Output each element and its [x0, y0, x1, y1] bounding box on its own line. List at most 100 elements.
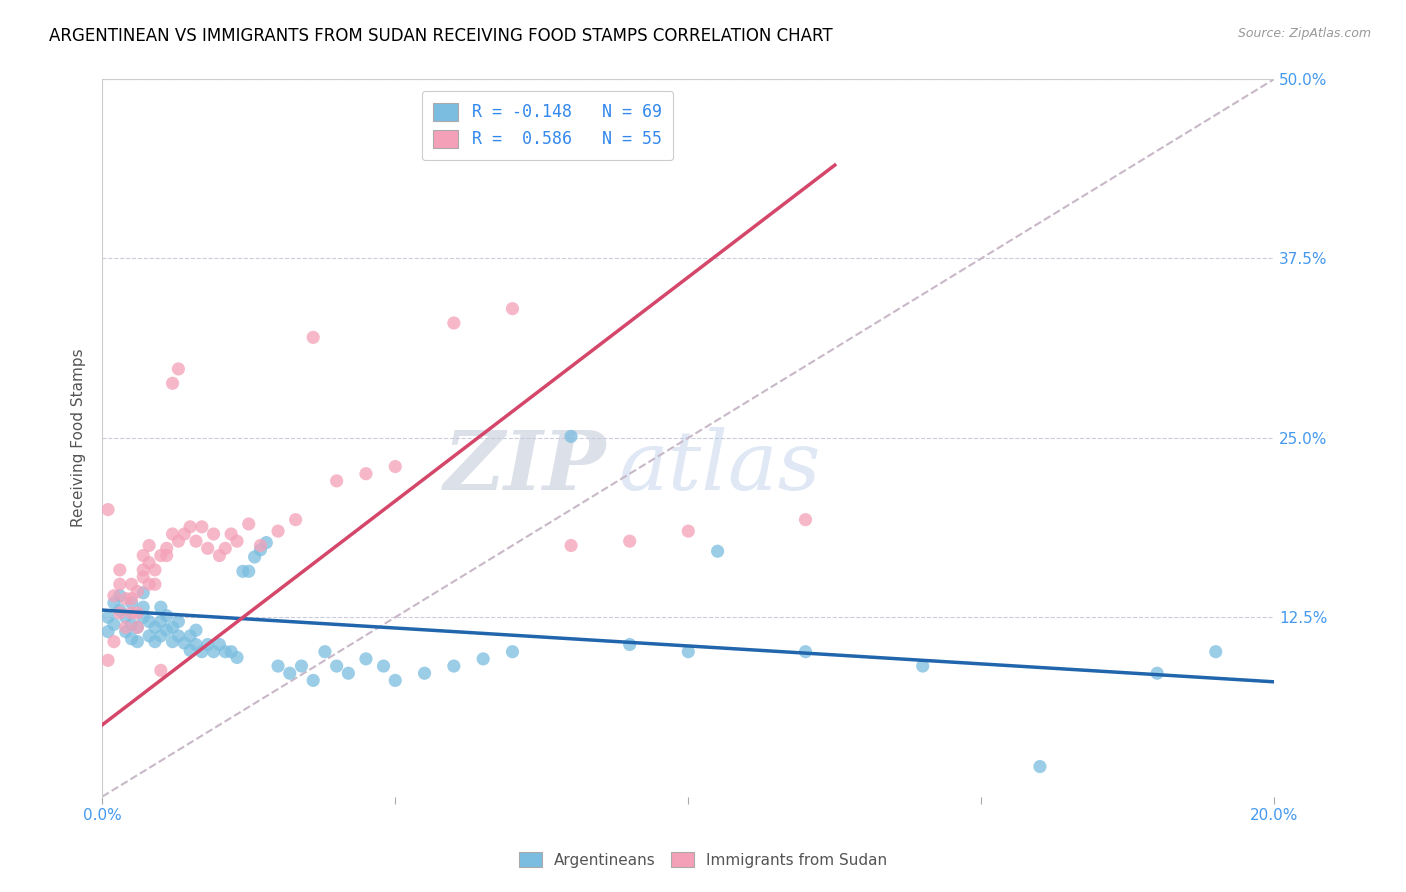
Point [706, 544, 728, 558]
Point [97, 502, 120, 516]
Point [384, 459, 406, 474]
Point [325, 659, 347, 673]
Point [173, 527, 195, 541]
Point [103, 617, 125, 632]
Point [208, 638, 231, 652]
Point [284, 513, 307, 527]
Point [197, 638, 219, 652]
Point [254, 535, 277, 549]
Point [226, 534, 249, 549]
Point [108, 606, 131, 620]
Point [249, 539, 271, 553]
Point [443, 659, 465, 673]
Point [443, 316, 465, 330]
Point [290, 659, 312, 673]
Point [138, 556, 160, 570]
Point [162, 620, 184, 634]
Point [132, 586, 155, 600]
Point [619, 534, 641, 549]
Point [208, 549, 231, 563]
Point [138, 539, 160, 553]
Point [114, 620, 136, 634]
Point [794, 645, 817, 659]
Point [127, 584, 149, 599]
Point [132, 610, 155, 624]
Point [143, 634, 166, 648]
Point [214, 645, 236, 659]
Point [173, 636, 195, 650]
Point [103, 596, 125, 610]
Point [138, 577, 160, 591]
Point [302, 330, 325, 344]
Point [325, 474, 347, 488]
Point [156, 549, 179, 563]
Point [149, 600, 172, 615]
Point [132, 549, 155, 563]
Point [232, 564, 254, 578]
Point [156, 623, 179, 637]
Point [127, 606, 149, 620]
Point [156, 608, 179, 623]
Point [238, 564, 260, 578]
Point [121, 596, 143, 610]
Point [278, 666, 301, 681]
Point [267, 524, 290, 538]
Point [373, 659, 395, 673]
Point [197, 541, 219, 556]
Point [219, 527, 242, 541]
Point [214, 541, 236, 556]
Point [794, 513, 817, 527]
Point [560, 539, 582, 553]
Point [121, 577, 143, 591]
Point [108, 603, 131, 617]
Point [184, 623, 207, 637]
Point [384, 673, 406, 688]
Point [103, 589, 125, 603]
Point [162, 634, 184, 648]
Point [179, 629, 201, 643]
Point [121, 591, 143, 606]
Point [162, 376, 184, 391]
Point [184, 638, 207, 652]
Point [132, 563, 155, 577]
Legend: Argentineans, Immigrants from Sudan: Argentineans, Immigrants from Sudan [513, 846, 893, 873]
Point [219, 645, 242, 659]
Point [501, 645, 523, 659]
Text: ARGENTINEAN VS IMMIGRANTS FROM SUDAN RECEIVING FOOD STAMPS CORRELATION CHART: ARGENTINEAN VS IMMIGRANTS FROM SUDAN REC… [49, 27, 832, 45]
Point [114, 624, 136, 639]
Point [97, 610, 120, 624]
Point [97, 653, 120, 667]
Point [149, 615, 172, 629]
Point [143, 563, 166, 577]
Point [121, 632, 143, 646]
Point [678, 645, 700, 659]
Point [114, 610, 136, 624]
Point [97, 624, 120, 639]
Point [560, 429, 582, 443]
Point [354, 652, 377, 666]
Point [103, 634, 125, 648]
Point [167, 629, 190, 643]
Point [127, 634, 149, 648]
Point [127, 620, 149, 634]
Point [162, 527, 184, 541]
Point [202, 527, 225, 541]
Point [1146, 666, 1168, 681]
Point [238, 516, 260, 531]
Point [249, 542, 271, 557]
Point [179, 520, 201, 534]
Point [911, 659, 934, 673]
Point [472, 652, 495, 666]
Point [149, 629, 172, 643]
Point [127, 620, 149, 634]
Point [143, 577, 166, 591]
Point [1029, 759, 1052, 773]
Point [121, 606, 143, 620]
Point [354, 467, 377, 481]
Point [501, 301, 523, 316]
Text: ZIP: ZIP [444, 426, 606, 507]
Point [619, 638, 641, 652]
Point [413, 666, 436, 681]
Point [121, 617, 143, 632]
Point [191, 645, 214, 659]
